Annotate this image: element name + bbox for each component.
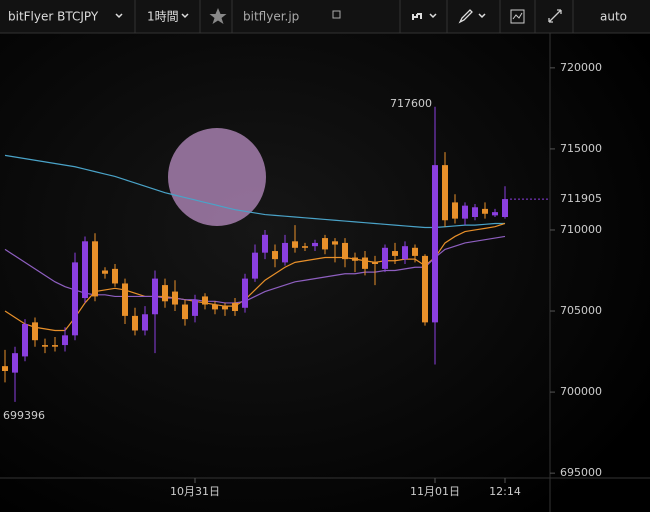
candle-body: [342, 242, 348, 260]
candle-body: [242, 278, 248, 308]
candle-body: [232, 302, 238, 312]
low-label: 699396: [3, 409, 45, 422]
candle-body: [32, 322, 38, 341]
moving-average-line: [4, 235, 506, 304]
candle-body: [412, 247, 418, 256]
x-tick-label: 11月01日: [410, 485, 460, 498]
candle-body: [302, 246, 308, 248]
candle-body: [202, 296, 208, 305]
x-tick-label: 12:14: [489, 485, 521, 498]
candle-body: [322, 238, 328, 250]
chevron: [478, 13, 486, 19]
candle-body: [142, 314, 148, 331]
candle-body: [292, 241, 298, 248]
candle-body: [172, 291, 178, 305]
candle-body: [122, 283, 128, 316]
moon-decoration: [168, 128, 266, 226]
candle-body: [102, 270, 108, 274]
candle-body: [222, 306, 228, 310]
interval-button[interactable]: 1時間: [147, 10, 179, 24]
candle-body: [192, 299, 198, 316]
candle-body: [492, 212, 498, 216]
draw-button[interactable]: [458, 9, 473, 24]
candle-body: [362, 257, 368, 269]
candle-body: [432, 165, 438, 323]
moving-average-line: [4, 154, 505, 229]
candle-body: [282, 242, 288, 263]
candle-body: [442, 165, 448, 221]
candle-body: [382, 247, 388, 269]
candle-body: [92, 241, 98, 297]
candle-body: [112, 268, 118, 284]
toolbar-separators: [134, 0, 574, 33]
y-tick-label: 700000: [560, 385, 602, 398]
y-tick-label: 705000: [560, 304, 602, 317]
favorite-button[interactable]: [209, 8, 227, 24]
candle-body: [462, 205, 468, 219]
fullscreen-button[interactable]: [548, 9, 562, 23]
candle-body: [272, 251, 278, 260]
candle-body: [332, 241, 338, 245]
candle-body: [452, 202, 458, 219]
toolbar: bitFlyer BTCJPY 1時間 bitflyer.jp auto: [0, 0, 650, 34]
candle-body: [132, 315, 138, 331]
external-link-icon: [332, 10, 341, 19]
candle-body: [352, 257, 358, 261]
y-tick-label: 710000: [560, 223, 602, 236]
candle-body: [252, 252, 258, 279]
candle-body: [12, 353, 18, 373]
candle-body: [62, 335, 68, 346]
candle-body: [422, 255, 428, 323]
candle-body: [392, 251, 398, 256]
candle-body: [182, 304, 188, 320]
chart-type-button[interactable]: [412, 13, 422, 20]
x-tick-label: 10月31日: [170, 485, 220, 498]
candle-body: [312, 242, 318, 247]
candle-body: [162, 285, 168, 302]
candle-body: [42, 345, 48, 347]
candle-body: [372, 262, 378, 265]
candle-body: [212, 304, 218, 310]
scale-mode-button[interactable]: auto: [600, 10, 627, 24]
moving-average-line: [4, 222, 506, 332]
indicator-icon: [512, 12, 523, 20]
symbol-button[interactable]: bitFlyer BTCJPY: [8, 10, 99, 24]
chevron: [115, 13, 123, 19]
candle-body: [262, 234, 268, 253]
chevron: [181, 13, 189, 19]
candle-body: [152, 278, 158, 315]
candle-body: [2, 366, 8, 372]
candle-body: [402, 246, 408, 260]
candle-body: [22, 323, 28, 357]
y-tick-label: 715000: [560, 142, 602, 155]
indicator-button[interactable]: [510, 9, 525, 24]
toolbar-bg: [0, 0, 650, 33]
candle-body: [502, 199, 508, 217]
candle-body: [82, 241, 88, 299]
high-label: 717600: [390, 97, 432, 110]
source-link[interactable]: bitflyer.jp: [243, 10, 299, 24]
candle-body: [482, 208, 488, 214]
candle-body: [472, 207, 478, 217]
last-price-label: 711905: [560, 192, 602, 205]
candle-body: [52, 345, 58, 347]
y-tick-label: 695000: [560, 466, 602, 479]
candle-body: [72, 262, 78, 336]
y-tick-label: 720000: [560, 61, 602, 74]
chevron: [429, 13, 437, 19]
